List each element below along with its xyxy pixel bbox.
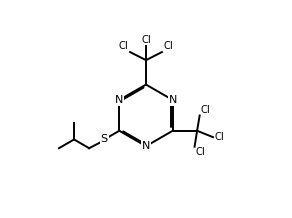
Text: Cl: Cl [141,35,151,45]
Text: Cl: Cl [164,41,173,51]
Text: Cl: Cl [201,105,211,115]
Text: Cl: Cl [119,41,128,51]
Text: N: N [115,95,124,105]
Text: N: N [168,95,177,105]
Text: Cl: Cl [196,147,205,157]
Text: N: N [142,141,150,151]
Text: Cl: Cl [214,132,224,142]
Text: S: S [101,135,108,145]
